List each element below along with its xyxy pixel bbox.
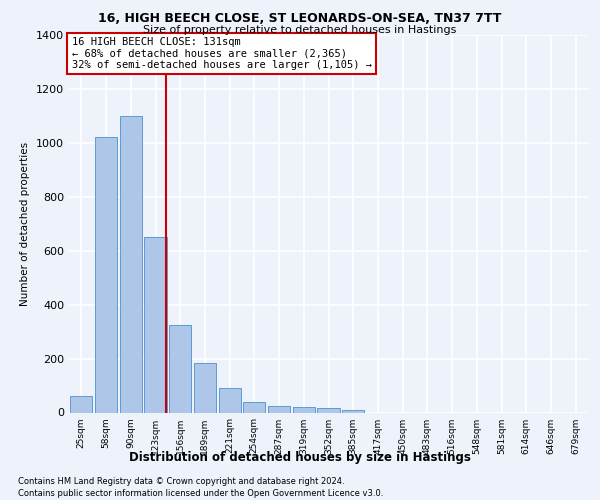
Bar [119, 116, 142, 412]
Text: 16, HIGH BEECH CLOSE, ST LEONARDS-ON-SEA, TN37 7TT: 16, HIGH BEECH CLOSE, ST LEONARDS-ON-SEA… [98, 12, 502, 26]
Bar [243, 402, 265, 412]
Bar [70, 396, 92, 412]
Bar [194, 362, 216, 412]
Text: Size of property relative to detached houses in Hastings: Size of property relative to detached ho… [143, 25, 457, 35]
Bar [342, 410, 364, 412]
Bar [268, 406, 290, 412]
Bar [218, 388, 241, 412]
Text: Contains public sector information licensed under the Open Government Licence v3: Contains public sector information licen… [18, 489, 383, 498]
Bar [95, 138, 117, 412]
Text: Distribution of detached houses by size in Hastings: Distribution of detached houses by size … [129, 451, 471, 464]
Bar [293, 407, 315, 412]
Bar [145, 237, 167, 412]
Text: 16 HIGH BEECH CLOSE: 131sqm
← 68% of detached houses are smaller (2,365)
32% of : 16 HIGH BEECH CLOSE: 131sqm ← 68% of det… [71, 37, 371, 70]
Y-axis label: Number of detached properties: Number of detached properties [20, 142, 31, 306]
Bar [169, 325, 191, 412]
Bar [317, 408, 340, 412]
Text: Contains HM Land Registry data © Crown copyright and database right 2024.: Contains HM Land Registry data © Crown c… [18, 478, 344, 486]
